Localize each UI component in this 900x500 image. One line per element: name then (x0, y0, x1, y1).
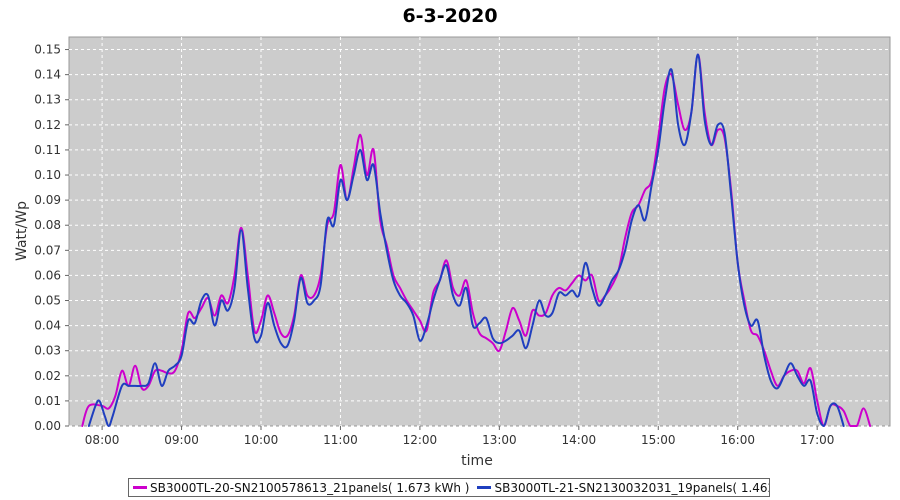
y-tick-label: 0.14 (34, 68, 61, 82)
legend-label-series-2: SB3000TL-21-SN2130032031_19panels( 1.462… (494, 480, 769, 495)
y-tick-label: 0.03 (34, 344, 61, 358)
y-tick-label: 0.00 (34, 419, 61, 433)
y-tick-label: 0.06 (34, 268, 61, 282)
x-tick-label: 14:00 (562, 433, 597, 447)
x-tick-label: 10:00 (244, 433, 279, 447)
x-tick-label: 12:00 (403, 433, 438, 447)
legend-item-series-2: SB3000TL-21-SN2130032031_19panels( 1.462… (477, 480, 769, 495)
chart-title: 6-3-2020 (402, 5, 497, 27)
x-tick-label: 08:00 (85, 433, 120, 447)
y-tick-label: 0.05 (34, 294, 61, 308)
y-tick-label: 0.08 (34, 218, 61, 232)
y-tick-label: 0.02 (34, 369, 61, 383)
y-tick-label: 0.15 (34, 43, 61, 57)
y-tick-labels: 0.00 0.01 0.02 0.03 0.04 0.05 0.06 0.07 0.08 0.09… (34, 43, 61, 433)
series-lines (81, 53, 872, 427)
x-tick-label: 16:00 (720, 433, 755, 447)
y-tick-label: 0.04 (34, 319, 61, 333)
x-tick-label: 09:00 (164, 433, 199, 447)
plot-area (68, 36, 891, 427)
x-axis-label: time (461, 453, 493, 469)
y-tick-label: 0.09 (34, 193, 61, 207)
y-tick-label: 0.13 (34, 93, 61, 107)
y-tick-label: 0.11 (34, 143, 61, 157)
series-line-2 (87, 53, 845, 427)
y-tick-label: 0.10 (34, 168, 61, 182)
legend-item-series-1: SB3000TL-20-SN2100578613_21panels( 1.673… (133, 481, 469, 495)
x-tick-label: 17:00 (800, 433, 835, 447)
y-tick-label: 0.01 (34, 394, 61, 408)
legend: SB3000TL-20-SN2100578613_21panels( 1.673… (128, 478, 770, 497)
legend-swatch-series-1 (133, 486, 147, 489)
x-tick-label: 11:00 (323, 433, 358, 447)
y-tick-label: 0.07 (34, 243, 61, 257)
y-axis-label: Watt/Wp (14, 201, 30, 261)
y-tick-label: 0.12 (34, 118, 61, 132)
x-tick-label: 13:00 (482, 433, 517, 447)
legend-swatch-series-2 (477, 486, 492, 489)
grid-lines (69, 37, 890, 427)
x-tick-label: 15:00 (641, 433, 676, 447)
legend-label-series-1: SB3000TL-20-SN2100578613_21panels( 1.673… (150, 480, 470, 495)
axes (65, 49, 818, 430)
x-tick-labels: 08:00 09:00 10:00 11:00 12:00 13:00 14:00 15:00… (85, 433, 835, 447)
